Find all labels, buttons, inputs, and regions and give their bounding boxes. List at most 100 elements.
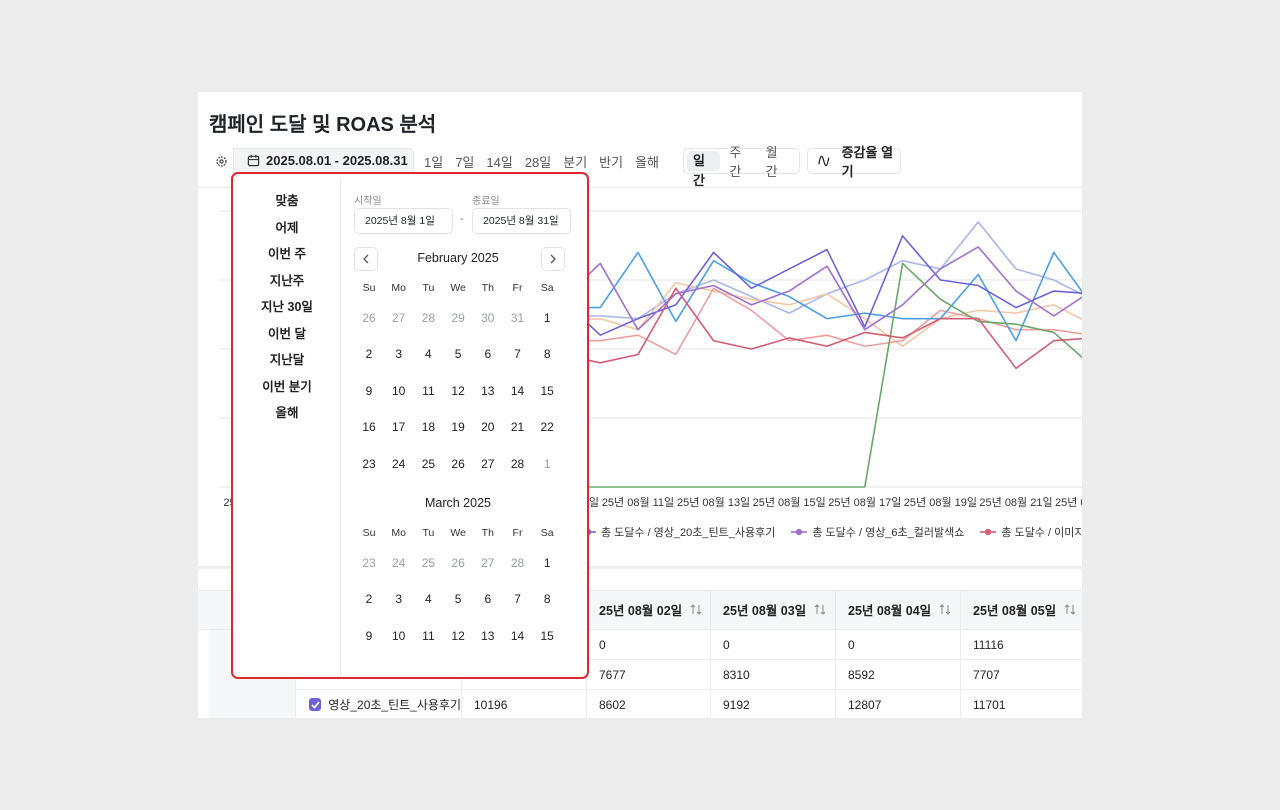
start-input[interactable]: 2025년 8월 1일 — [354, 208, 453, 234]
calendar-day[interactable]: 28 — [510, 456, 525, 471]
table-cell: 11116 — [961, 630, 1082, 660]
calendar-day[interactable]: 27 — [481, 556, 495, 570]
calendar-day[interactable]: 30 — [481, 311, 495, 325]
date-range-button[interactable]: 2025.08.01 - 2025.08.31 — [247, 153, 408, 168]
calendar-day[interactable]: 5 — [454, 592, 462, 607]
calendar-day[interactable]: 4 — [425, 347, 432, 362]
calendar-day[interactable]: 19 — [451, 420, 465, 435]
settings-button[interactable] — [209, 148, 234, 174]
sort-icon[interactable] — [939, 604, 951, 615]
calendar-day[interactable]: 3 — [395, 592, 403, 607]
calendar-day[interactable]: 25 — [421, 556, 436, 570]
calendar-day[interactable]: 16 — [362, 420, 376, 435]
calendar-day[interactable]: 15 — [540, 383, 554, 398]
calendar-day[interactable]: 24 — [392, 556, 406, 570]
calendar-day[interactable]: 4 — [425, 592, 432, 607]
calendar-day[interactable]: 7 — [514, 347, 521, 362]
calendar-day[interactable]: 23 — [362, 456, 376, 471]
calendar-day[interactable]: 2 — [365, 592, 373, 607]
legend-item[interactable]: 총 도달수 / 이미지_단품컷_발색비교 — [980, 524, 1082, 540]
sort-icon[interactable] — [814, 604, 826, 615]
growth-button[interactable]: 증감율 열기 — [807, 145, 901, 179]
calendar-day[interactable]: 21 — [510, 420, 525, 435]
page-title: 캠페인 도달 및 ROAS 분석 — [209, 114, 437, 136]
calendar-day[interactable]: 14 — [510, 383, 525, 398]
legend-item[interactable]: 총 도달수 / 영상_6초_컬러발색쇼 — [791, 524, 964, 540]
calendar-day[interactable]: 27 — [392, 311, 406, 325]
shortcut-item[interactable]: 지난달 — [269, 353, 305, 367]
preset-button[interactable]: 7일 — [455, 154, 475, 170]
table-cell: 7707 — [961, 660, 1082, 690]
calendar-day[interactable]: 17 — [392, 420, 406, 435]
calendar-day[interactable]: 12 — [451, 628, 465, 643]
calendar-day[interactable]: 3 — [395, 347, 403, 362]
calendar-day[interactable]: 11 — [422, 383, 435, 398]
preset-button[interactable]: 14일 — [486, 154, 513, 170]
calendar-day[interactable]: 22 — [540, 420, 554, 435]
calendar-day[interactable]: 28 — [510, 556, 525, 570]
chevron-icon — [363, 254, 369, 264]
calendar-day[interactable]: 10 — [392, 628, 406, 643]
calendar-day[interactable]: 1 — [543, 456, 551, 471]
preset-button[interactable]: 28일 — [524, 154, 552, 170]
granularity-button[interactable]: 월간 — [765, 145, 778, 179]
next-month-button[interactable] — [541, 247, 565, 271]
prev-month-button[interactable] — [354, 247, 378, 271]
shortcut-item[interactable]: 이번 분기 — [262, 379, 312, 394]
shortcut-item[interactable]: 맞춤 — [275, 194, 299, 208]
granularity-button[interactable]: 일간 — [687, 151, 721, 188]
calendar-day[interactable]: 18 — [421, 420, 436, 435]
weekday-label: Sa — [540, 527, 554, 539]
shortcut-item[interactable]: 이번 달 — [268, 326, 306, 341]
shortcut-item[interactable]: 이번 주 — [268, 247, 306, 261]
calendar-day[interactable]: 9 — [365, 383, 373, 398]
calendar-day[interactable]: 6 — [484, 592, 492, 607]
calendar-day[interactable]: 29 — [451, 311, 465, 325]
sort-icon[interactable] — [1064, 604, 1076, 615]
calendar-day[interactable]: 12 — [451, 383, 465, 398]
calendar-day[interactable]: 2 — [365, 347, 373, 362]
calendar-day[interactable]: 20 — [481, 420, 495, 435]
shortcut-item[interactable]: 어제 — [275, 220, 299, 235]
calendar-day[interactable]: 13 — [481, 383, 495, 398]
calendar-day[interactable]: 14 — [510, 628, 525, 643]
preset-button[interactable]: 1일 — [424, 154, 444, 170]
calendar-day[interactable]: 24 — [392, 456, 406, 471]
preset-button[interactable]: 분기 — [563, 154, 588, 170]
end-input[interactable]: 2025년 8월 31일 — [472, 208, 571, 234]
calendar-day[interactable]: 28 — [421, 311, 436, 325]
calendar-day[interactable]: 10 — [392, 383, 406, 398]
preset-button[interactable]: 올해 — [635, 154, 660, 170]
panel-content: 캠페인 도달 및 ROAS 분석 2025.08.01 - 2025.08.31… — [198, 92, 1082, 718]
row-checkbox[interactable] — [309, 698, 322, 711]
calendar-day[interactable]: 26 — [451, 456, 465, 471]
calendar-day[interactable]: 9 — [365, 628, 373, 643]
calendar-day[interactable]: 6 — [484, 347, 492, 362]
granularity-button[interactable]: 주간 — [729, 145, 742, 179]
calendar-day[interactable]: 8 — [543, 592, 551, 607]
preset-button[interactable]: 반기 — [599, 154, 624, 170]
shortcut-item[interactable]: 올해 — [275, 406, 299, 420]
shortcut-item[interactable]: 지난 30일 — [261, 300, 313, 314]
calendar-day[interactable]: 1 — [543, 556, 551, 570]
table-cell: 8602 — [587, 690, 711, 718]
shortcut-item[interactable]: 지난주 — [269, 273, 305, 288]
picker-divider — [340, 178, 341, 677]
calendar-day[interactable]: 26 — [362, 311, 376, 325]
calendar-day[interactable]: 7 — [514, 592, 521, 607]
calendar-day[interactable]: 8 — [543, 347, 551, 362]
calendar-day[interactable]: 13 — [481, 628, 495, 643]
calendar-day[interactable]: 1 — [543, 311, 551, 325]
calendar-day[interactable]: 23 — [362, 556, 376, 570]
calendar-day[interactable]: 25 — [421, 456, 436, 471]
weekday-label: Mo — [391, 282, 406, 294]
calendar-day[interactable]: 27 — [481, 456, 495, 471]
calendar-day[interactable]: 15 — [540, 628, 554, 643]
calendar-day[interactable]: 31 — [510, 311, 525, 325]
calendar-day[interactable]: 11 — [422, 628, 435, 643]
calendar-day[interactable]: 26 — [451, 556, 465, 570]
weekday-label: Tu — [422, 282, 435, 294]
table-cell: 7677 — [587, 660, 711, 690]
sort-icon[interactable] — [690, 604, 702, 615]
calendar-day[interactable]: 5 — [454, 347, 462, 362]
